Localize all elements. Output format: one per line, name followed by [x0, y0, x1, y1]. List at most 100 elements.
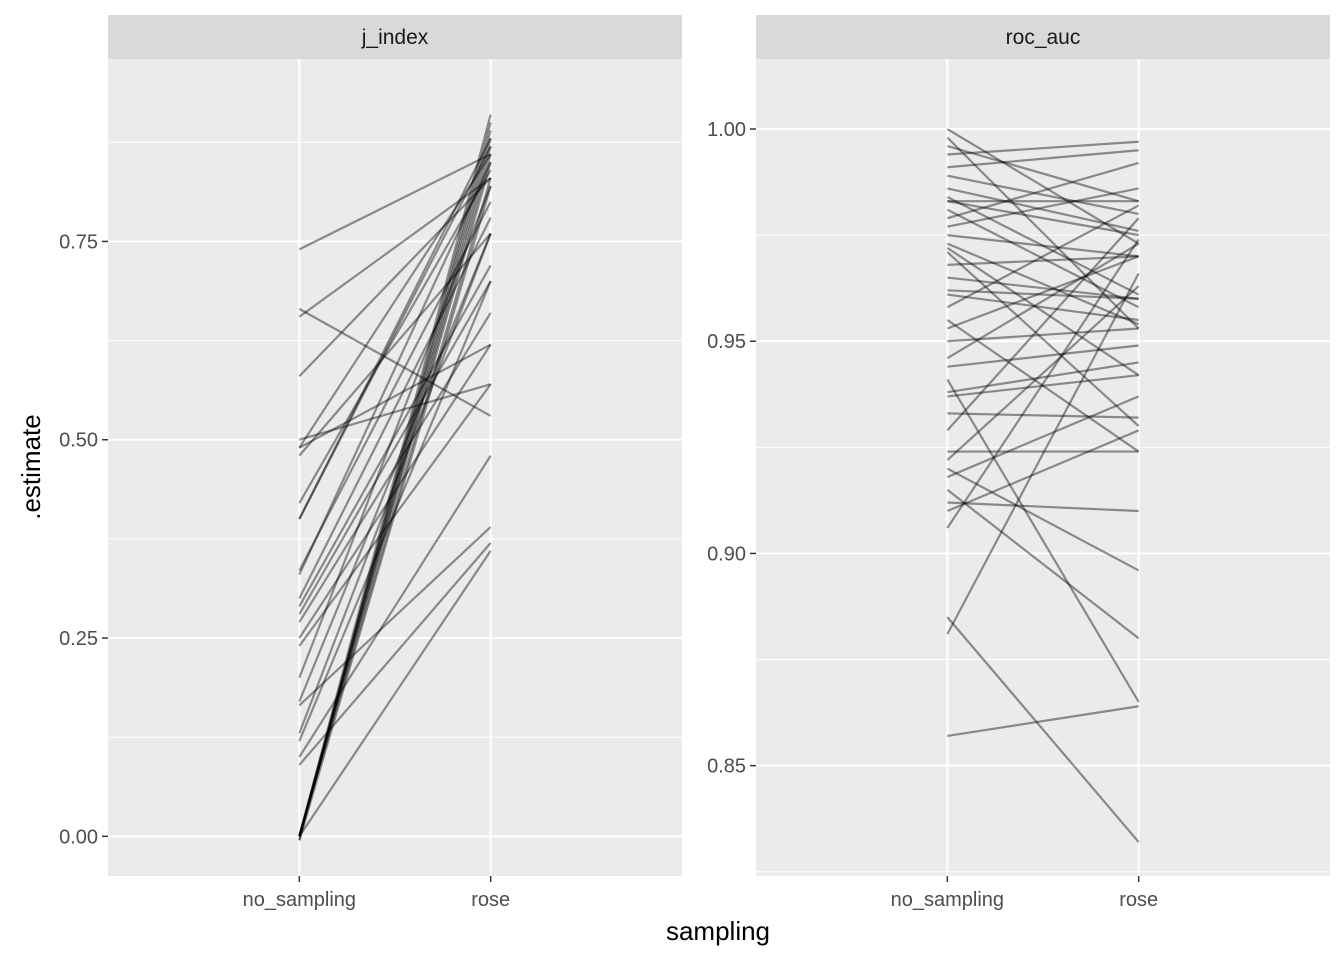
- series-line: [298, 455, 492, 758]
- panel-background: [756, 59, 1330, 876]
- y-tick-label: 0.75: [59, 231, 98, 253]
- series-line: [946, 217, 1140, 432]
- series-line: [298, 312, 492, 623]
- series-line: [298, 201, 492, 572]
- series-line: [947, 705, 1139, 738]
- series-line: [946, 429, 1140, 513]
- series-line: [946, 208, 1140, 309]
- series-line: [946, 395, 1140, 479]
- series-line: [946, 251, 1140, 427]
- series-line: [298, 233, 492, 734]
- y-tick-label: 0.95: [707, 331, 746, 353]
- y-tick-label: 0.00: [59, 826, 98, 848]
- series-line: [946, 242, 1140, 360]
- series-line: [298, 232, 492, 457]
- series-line: [946, 246, 1140, 377]
- facet-strip-label: roc_auc: [1006, 26, 1081, 49]
- y-tick-label: 0.25: [59, 628, 98, 650]
- series-line: [298, 122, 492, 841]
- series-line: [946, 616, 1140, 843]
- series-line: [298, 233, 492, 702]
- series-line: [947, 174, 1139, 215]
- series-line: [946, 319, 1140, 453]
- series-line: [298, 383, 492, 647]
- series-line: [298, 169, 492, 504]
- series-line: [947, 234, 1139, 258]
- series-line: [298, 280, 492, 615]
- y-axis-title: .estimate: [16, 414, 46, 520]
- x-tick-label: rose: [471, 889, 510, 911]
- series-line: [298, 137, 492, 520]
- series-line: [946, 136, 1140, 330]
- series-line: [946, 238, 1140, 529]
- series-line: [947, 501, 1139, 513]
- y-tick-label: 0.85: [707, 756, 746, 778]
- series-line: [298, 526, 492, 707]
- series-line: [946, 255, 1140, 330]
- series-line: [947, 276, 1139, 300]
- series-line: [946, 195, 1140, 296]
- series-line: [298, 280, 492, 742]
- series-line: [298, 217, 492, 599]
- series-line: [947, 255, 1139, 266]
- panel-j-index: j_index 0.00 0.25 0.50 0.75 no_sampling rose: [59, 15, 682, 911]
- series-line: [946, 204, 1140, 309]
- series-line: [946, 467, 1140, 572]
- series-line: [298, 161, 492, 837]
- series-line: [946, 242, 1140, 326]
- series-line: [298, 307, 492, 417]
- series-line: [298, 542, 492, 766]
- series-line: [298, 161, 492, 576]
- facet-strip-label: j_index: [361, 26, 429, 49]
- series-line: [947, 293, 1139, 322]
- series-line: [298, 177, 492, 318]
- series-line: [946, 488, 1140, 640]
- series-line: [298, 343, 492, 449]
- series-line: [946, 285, 1140, 461]
- series-line: [947, 187, 1139, 228]
- x-axis-title: sampling: [666, 916, 770, 946]
- x-tick-label: no_sampling: [891, 889, 1004, 911]
- series-line: [298, 550, 492, 837]
- y-tick-label: 0.50: [59, 430, 98, 452]
- series-line: [298, 185, 492, 841]
- series-line: [298, 153, 492, 449]
- series-line: [298, 153, 492, 251]
- series-line: [298, 185, 492, 679]
- series-line: [946, 128, 1140, 245]
- series-line: [946, 272, 1140, 635]
- series-line: [947, 161, 1139, 220]
- series-line: [298, 264, 492, 607]
- series-line: [947, 344, 1139, 368]
- series-line: [947, 187, 1139, 232]
- series-line: [947, 361, 1139, 394]
- series-line: [298, 145, 492, 520]
- y-tick-label: 0.90: [707, 543, 746, 565]
- series-line: [298, 114, 492, 837]
- series-line: [298, 177, 492, 378]
- series-line: [947, 149, 1139, 169]
- facet-strip: [756, 15, 1330, 59]
- series-line: [947, 412, 1139, 419]
- x-tick-label: rose: [1119, 889, 1158, 911]
- series-line: [298, 130, 492, 837]
- series-line: [299, 383, 491, 441]
- series-line: [946, 378, 1140, 703]
- series-line: [947, 374, 1139, 398]
- series-line: [947, 289, 1139, 300]
- series-line: [298, 177, 492, 837]
- series-line: [298, 343, 492, 639]
- series-line: [298, 153, 492, 837]
- series-line: [298, 145, 492, 837]
- series-line: [947, 144, 1139, 203]
- x-tick-label: no_sampling: [243, 889, 356, 911]
- series-line: [947, 200, 1139, 237]
- y-tick-label: 1.00: [707, 119, 746, 141]
- panel-background: [108, 59, 682, 876]
- facet-strip: [108, 15, 682, 59]
- series-line: [947, 327, 1139, 343]
- series-line: [298, 138, 492, 837]
- panel-roc-auc: roc_auc 0.85 0.90 0.95 1.00 no_sampling rose: [707, 15, 1330, 911]
- series-line: [947, 140, 1139, 156]
